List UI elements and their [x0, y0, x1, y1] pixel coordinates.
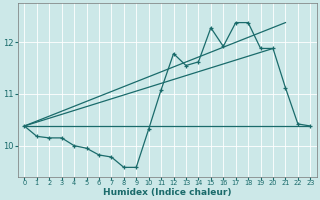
- X-axis label: Humidex (Indice chaleur): Humidex (Indice chaleur): [103, 188, 232, 197]
